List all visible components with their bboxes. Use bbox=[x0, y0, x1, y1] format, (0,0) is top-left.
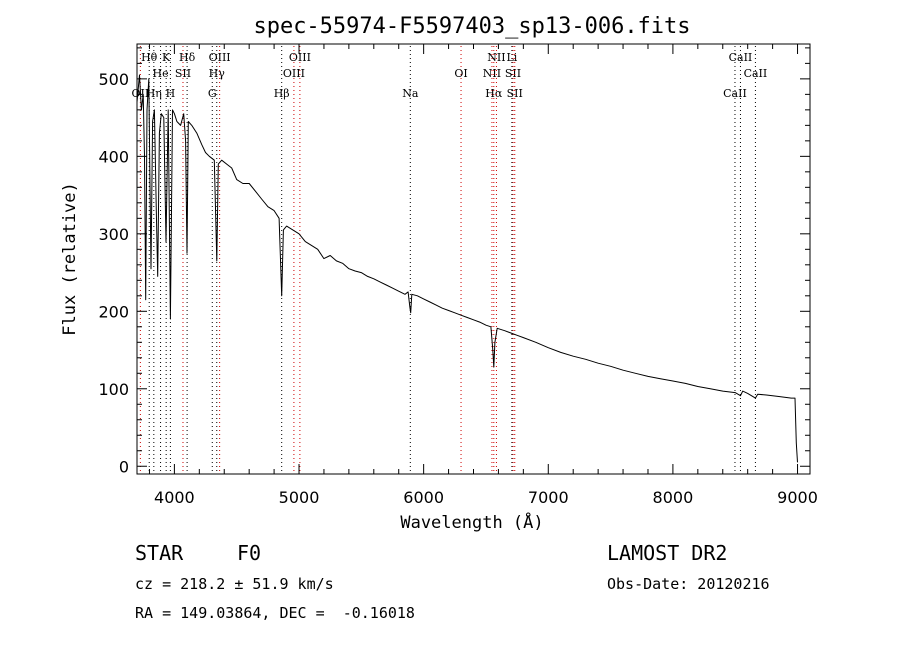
plot-frame bbox=[136, 43, 811, 475]
y-tick-label: 200 bbox=[98, 302, 129, 321]
y-axis: 0 100 200 300 400 500 bbox=[98, 47, 810, 476]
y-tick-label: 500 bbox=[98, 70, 129, 89]
x-tick-label: 7000 bbox=[528, 488, 569, 507]
line-label-7: Hδ bbox=[179, 51, 196, 64]
line-label-9: Hγ bbox=[209, 67, 226, 80]
line-label-24: CaII bbox=[744, 67, 768, 80]
y-tick-label: 400 bbox=[98, 147, 129, 166]
observation-date: Obs-Date: 20120216 bbox=[607, 575, 770, 593]
line-label-15: OI bbox=[454, 67, 467, 80]
x-axis-label: Wavelength (Å) bbox=[400, 511, 543, 533]
line-label-20: SII bbox=[505, 67, 521, 80]
coordinates: RA = 149.03864, DEC = -0.16018 bbox=[135, 604, 415, 622]
x-tick-label: 8000 bbox=[653, 488, 694, 507]
line-label-4: K bbox=[162, 51, 171, 64]
spectrum-series-0 bbox=[136, 74, 798, 463]
plot-area bbox=[136, 74, 798, 463]
line-label-11: Hβ bbox=[274, 87, 290, 100]
object-class: STAR bbox=[135, 541, 184, 565]
y-axis-label: Flux (relative) bbox=[60, 182, 80, 336]
x-tick-label: 6000 bbox=[403, 488, 444, 507]
line-label-3: He bbox=[153, 67, 169, 80]
line-label-22: CaII bbox=[723, 87, 747, 100]
line-label-14: Na bbox=[402, 87, 419, 100]
line-label-5: H bbox=[166, 87, 176, 100]
line-label-21: SII bbox=[507, 87, 523, 100]
x-tick-label: 5000 bbox=[279, 488, 320, 507]
redshift-velocity: cz = 218.2 ± 51.9 km/s bbox=[135, 575, 334, 593]
x-tick-label: 9000 bbox=[777, 488, 818, 507]
x-tick-label: 4000 bbox=[154, 488, 195, 507]
object-subclass: F0 bbox=[237, 541, 262, 565]
x-axis: 4000 5000 6000 7000 8000 9000 bbox=[148, 44, 818, 507]
line-label-2: Hη bbox=[146, 87, 162, 100]
line-label-18: NII bbox=[487, 51, 505, 64]
line-label-6: SII bbox=[175, 67, 191, 80]
line-label-16: NII bbox=[483, 67, 501, 80]
y-tick-label: 0 bbox=[119, 457, 129, 476]
line-label-17: Hα bbox=[485, 87, 503, 100]
chart-title: spec-55974-F5597403_sp13-006.fits bbox=[253, 14, 690, 39]
line-label-1: Hθ bbox=[141, 51, 158, 64]
line-label-8: G bbox=[208, 87, 217, 100]
line-label-23: CaII bbox=[729, 51, 753, 64]
y-tick-label: 300 bbox=[98, 225, 129, 244]
line-label-13: OIII bbox=[289, 51, 311, 64]
line-label-10: OIII bbox=[209, 51, 231, 64]
line-label-19: Li bbox=[506, 51, 517, 64]
line-label-12: OIII bbox=[283, 67, 305, 80]
y-tick-label: 100 bbox=[98, 380, 129, 399]
survey-name: LAMOST DR2 bbox=[607, 541, 728, 565]
